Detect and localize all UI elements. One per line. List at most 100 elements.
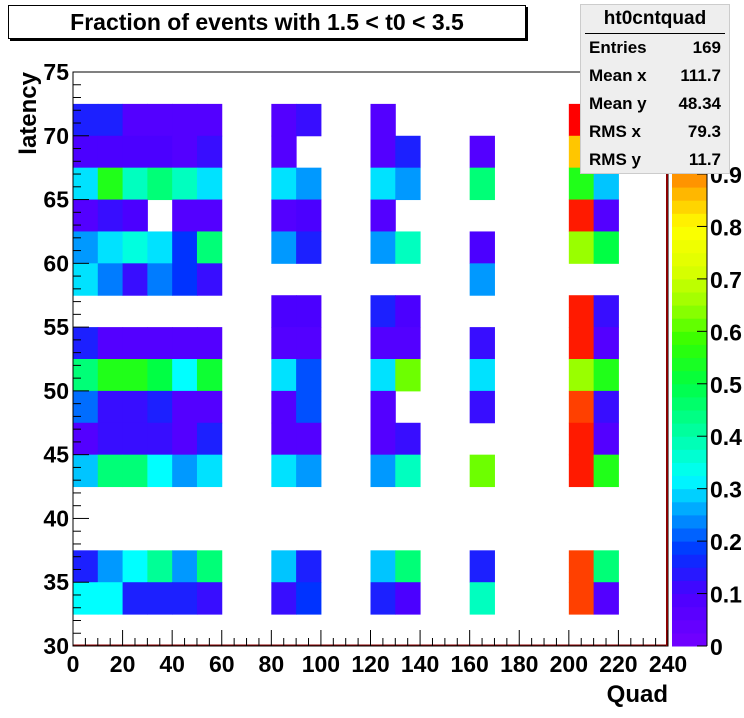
stats-box: ht0cntquad Entries 169 Mean x 111.7 Mean… — [580, 4, 730, 174]
heatmap-cell — [395, 422, 421, 456]
heatmap-cell — [97, 135, 124, 169]
colorbar-tick-label: 0 — [710, 634, 723, 660]
heatmap-cell — [296, 422, 322, 456]
heatmap-cell — [296, 359, 322, 392]
heatmap-cell — [271, 582, 297, 615]
heatmap-cell — [296, 582, 322, 615]
heatmap-cell — [122, 263, 148, 296]
heatmap-cell — [73, 167, 99, 201]
heatmap-cell — [370, 454, 396, 488]
heatmap-cell — [122, 103, 148, 137]
heatmap-cell — [395, 167, 421, 201]
colorbar-band — [672, 213, 707, 227]
heatmap-cell — [370, 390, 396, 424]
heatmap-cell — [122, 454, 148, 488]
colorbar-band — [672, 200, 707, 214]
colorbar-band — [672, 423, 707, 437]
heatmap-cell — [271, 295, 297, 328]
heatmap-cell — [296, 167, 322, 201]
heatmap-cell — [593, 231, 619, 264]
heatmap-cell — [97, 359, 124, 392]
colorbar-band — [672, 265, 707, 280]
heatmap-cell — [593, 390, 619, 424]
colorbar-band — [672, 449, 707, 463]
heatmap-cell — [147, 263, 173, 296]
x-axis-label: Quad — [607, 681, 668, 708]
x-tick-label: 100 — [302, 651, 340, 677]
heatmap-cell — [271, 199, 297, 232]
stats-row-entries: Entries 169 — [581, 34, 729, 62]
colorbar-band — [672, 501, 707, 516]
heatmap-cell — [370, 422, 396, 456]
heatmap-cell — [469, 390, 495, 424]
heatmap-cell — [395, 135, 421, 169]
heatmap-cell — [147, 454, 173, 488]
heatmap-cell — [196, 263, 223, 296]
y-tick-label: 40 — [43, 505, 69, 531]
heatmap-cell — [593, 582, 619, 615]
colorbar-band — [672, 541, 707, 555]
heatmap-cell — [122, 422, 148, 456]
heatmap-cell — [122, 231, 148, 264]
colorbar-band — [672, 370, 707, 385]
stats-value: 11.7 — [688, 150, 721, 169]
heatmap-cell — [147, 103, 173, 137]
heatmap-cell — [395, 231, 421, 264]
heatmap-cell — [196, 199, 223, 232]
heatmap-cell — [172, 359, 198, 392]
heatmap-cell — [122, 135, 148, 169]
heatmap-cell — [147, 231, 173, 264]
heatmap-cell — [73, 103, 99, 137]
heatmap-cell — [73, 327, 99, 360]
heatmap-cell — [147, 167, 173, 201]
heatmap-cell — [370, 199, 396, 232]
stats-row-mean-y: Mean y 48.34 — [581, 90, 729, 118]
y-tick-label: 70 — [43, 123, 69, 149]
stats-label: RMS x — [589, 122, 641, 141]
colorbar-band — [672, 226, 707, 241]
heatmap-cell — [469, 550, 495, 583]
heatmap-cell — [172, 263, 198, 296]
heatmap-cell — [97, 231, 124, 264]
heatmap-cell — [172, 550, 198, 583]
heatmap-cell — [271, 550, 297, 583]
colorbar-tick-label: 0.3 — [710, 477, 742, 503]
heatmap-cell — [97, 167, 124, 201]
heatmap-cell — [172, 199, 198, 232]
stats-row-rms-x: RMS x 79.3 — [581, 118, 729, 146]
heatmap-cell — [296, 295, 322, 328]
heatmap-cell — [73, 231, 99, 264]
heatmap-cell — [172, 167, 198, 201]
heatmap-cell — [370, 135, 396, 169]
x-tick-label: 0 — [67, 651, 80, 677]
heatmap-cell — [568, 327, 595, 360]
stats-label: Entries — [589, 38, 647, 57]
y-axis-label: latency — [15, 71, 42, 154]
heatmap-cell — [147, 390, 173, 424]
colorbar-tick-label: 0.2 — [710, 529, 742, 555]
heatmap-cell — [147, 327, 173, 360]
heatmap-cell — [271, 390, 297, 424]
colorbar-tick-label: 0.7 — [710, 267, 742, 293]
heatmap-cell — [593, 199, 619, 232]
heatmap-cell — [73, 263, 99, 296]
heatmap-cell — [196, 327, 223, 360]
heatmap-cell — [568, 390, 595, 424]
stats-row-rms-y: RMS y 11.7 — [581, 146, 729, 174]
colorbar-band — [672, 606, 707, 621]
heatmap-cell — [593, 327, 619, 360]
heatmap-cell — [122, 550, 148, 583]
colorbar-band — [672, 331, 707, 345]
heatmap-cell — [370, 582, 396, 615]
colorbar-band — [672, 462, 707, 477]
heatmap-cell — [196, 135, 223, 169]
stats-label: RMS y — [589, 150, 641, 169]
heatmap-cell — [469, 167, 495, 201]
heatmap-cell — [97, 103, 124, 137]
colorbar-band — [672, 383, 707, 398]
heatmap-cell — [196, 359, 223, 392]
colorbar-band — [672, 292, 707, 306]
heatmap-cell — [469, 327, 495, 360]
heatmap-cell — [296, 390, 322, 424]
stats-label: Mean y — [589, 94, 647, 113]
